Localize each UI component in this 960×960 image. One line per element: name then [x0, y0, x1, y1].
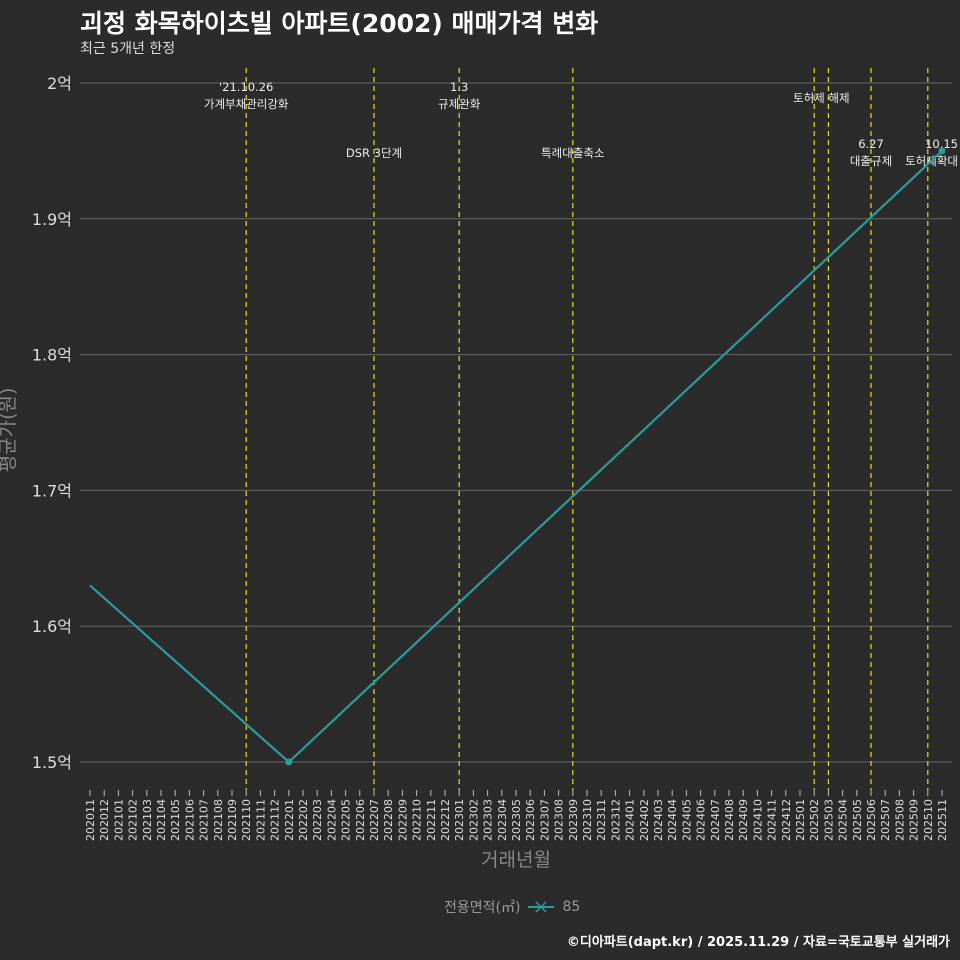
x-tick-label: 202505	[851, 799, 864, 841]
x-tick-label: 202201	[283, 799, 296, 841]
x-tick-label: 202303	[482, 799, 495, 841]
x-tick-label: 202409	[737, 799, 750, 841]
x-tick-label: 202408	[723, 799, 736, 841]
data-point	[938, 147, 946, 155]
x-tick-label: 202301	[453, 799, 466, 841]
chart-title: 괴정 화목하이츠빌 아파트(2002) 매매가격 변화	[80, 9, 599, 38]
y-tick-label: 1.9억	[32, 210, 72, 229]
event-label: '21.10.26	[219, 80, 273, 94]
source-footer: ©디아파트(dapt.kr) / 2025.11.29 / 자료=국토교통부 실…	[566, 935, 950, 950]
x-tick-label: 202306	[524, 799, 537, 841]
x-tick-label: 202312	[609, 799, 622, 841]
x-tick-label: 202109	[226, 799, 239, 841]
event-label: 가계부채관리강화	[204, 97, 289, 111]
x-tick-label: 202011	[84, 799, 97, 841]
x-tick-label: 202101	[112, 799, 125, 841]
x-tick-label: 202012	[98, 799, 111, 841]
x-tick-label: 202305	[510, 799, 523, 841]
x-tick-label: 202104	[155, 799, 168, 841]
legend-item-85: 85	[562, 899, 581, 915]
x-tick-label: 202112	[269, 799, 282, 841]
x-tick-label: 202407	[709, 799, 722, 841]
x-tick-label: 202311	[595, 799, 608, 841]
x-tick-label: 202507	[879, 799, 892, 841]
x-tick-label: 202502	[808, 799, 821, 841]
x-tick-label: 202307	[538, 799, 551, 841]
x-tick-label: 202210	[411, 799, 424, 841]
x-tick-label: 202209	[396, 799, 409, 841]
x-tick-label: 202106	[183, 799, 196, 841]
x-tick-label: 202202	[297, 799, 310, 841]
event-label: 대출규제	[850, 154, 892, 168]
x-tick-label: 202410	[751, 799, 764, 841]
x-tick-label: 202107	[198, 799, 211, 841]
x-tick-label: 202203	[311, 799, 324, 841]
x-tick-label: 202212	[439, 799, 452, 841]
x-tick-label: 202411	[766, 799, 779, 841]
x-tick-label: 202208	[382, 799, 395, 841]
y-tick-label: 1.7억	[32, 481, 72, 500]
x-tick-label: 202304	[496, 799, 509, 841]
legend-line-icon	[528, 901, 555, 913]
x-tick-label: 202108	[212, 799, 225, 841]
x-tick-label: 202310	[581, 799, 594, 841]
x-tick-label: 202205	[340, 799, 353, 841]
x-tick-label: 202207	[368, 799, 381, 841]
event-label: 6.27	[858, 137, 884, 151]
x-tick-label: 202404	[666, 799, 679, 841]
y-tick-label: 1.8억	[32, 346, 72, 365]
y-tick-label: 1.5억	[32, 753, 72, 772]
y-tick-label: 2억	[47, 74, 72, 93]
x-tick-label: 202302	[467, 799, 480, 841]
x-tick-label: 202111	[254, 799, 267, 841]
x-tick-label: 202103	[141, 799, 154, 841]
x-tick-label: 202504	[837, 799, 850, 841]
x-tick-label: 202102	[127, 799, 140, 841]
x-tick-label: 202110	[240, 799, 253, 841]
x-tick-label: 202511	[936, 799, 949, 841]
event-label: 특례대출축소	[541, 146, 604, 160]
x-tick-label: 202506	[865, 799, 878, 841]
x-tick-label: 202501	[794, 799, 807, 841]
x-tick-label: 202509	[908, 799, 921, 841]
chart-subtitle: 최근 5개년 한정	[80, 41, 176, 57]
event-label: 10.15	[925, 137, 958, 151]
data-point	[285, 758, 293, 766]
x-tick-label: 202206	[354, 799, 367, 841]
x-tick-label: 202401	[624, 799, 637, 841]
x-axis-title: 거래년월	[481, 849, 551, 871]
event-label: 1.3	[450, 80, 468, 94]
x-tick-label: 202309	[567, 799, 580, 841]
x-tick-label: 202204	[325, 799, 338, 841]
x-tick-label: 202508	[893, 799, 906, 841]
x-tick-label: 202510	[922, 799, 935, 841]
x-tick-label: 202412	[780, 799, 793, 841]
x-tick-label: 202503	[822, 799, 835, 841]
y-axis-title: 평균가(원)	[0, 388, 19, 473]
x-tick-label: 202211	[425, 799, 438, 841]
x-tick-label: 202308	[553, 799, 566, 841]
x-tick-label: 202105	[169, 799, 182, 841]
legend: 전용면적(㎡) 85	[444, 897, 580, 917]
x-tick-label: 202405	[680, 799, 693, 841]
x-tick-label: 202406	[695, 799, 708, 841]
x-tick-label: 202402	[638, 799, 651, 841]
legend-title: 전용면적(㎡)	[444, 900, 521, 916]
x-tick-label: 202403	[652, 799, 665, 841]
event-label: 토허제 해제	[793, 91, 850, 105]
y-tick-label: 1.6억	[32, 617, 72, 636]
event-label: DSR 3단계	[346, 146, 402, 160]
event-label: 규제완화	[438, 97, 481, 111]
